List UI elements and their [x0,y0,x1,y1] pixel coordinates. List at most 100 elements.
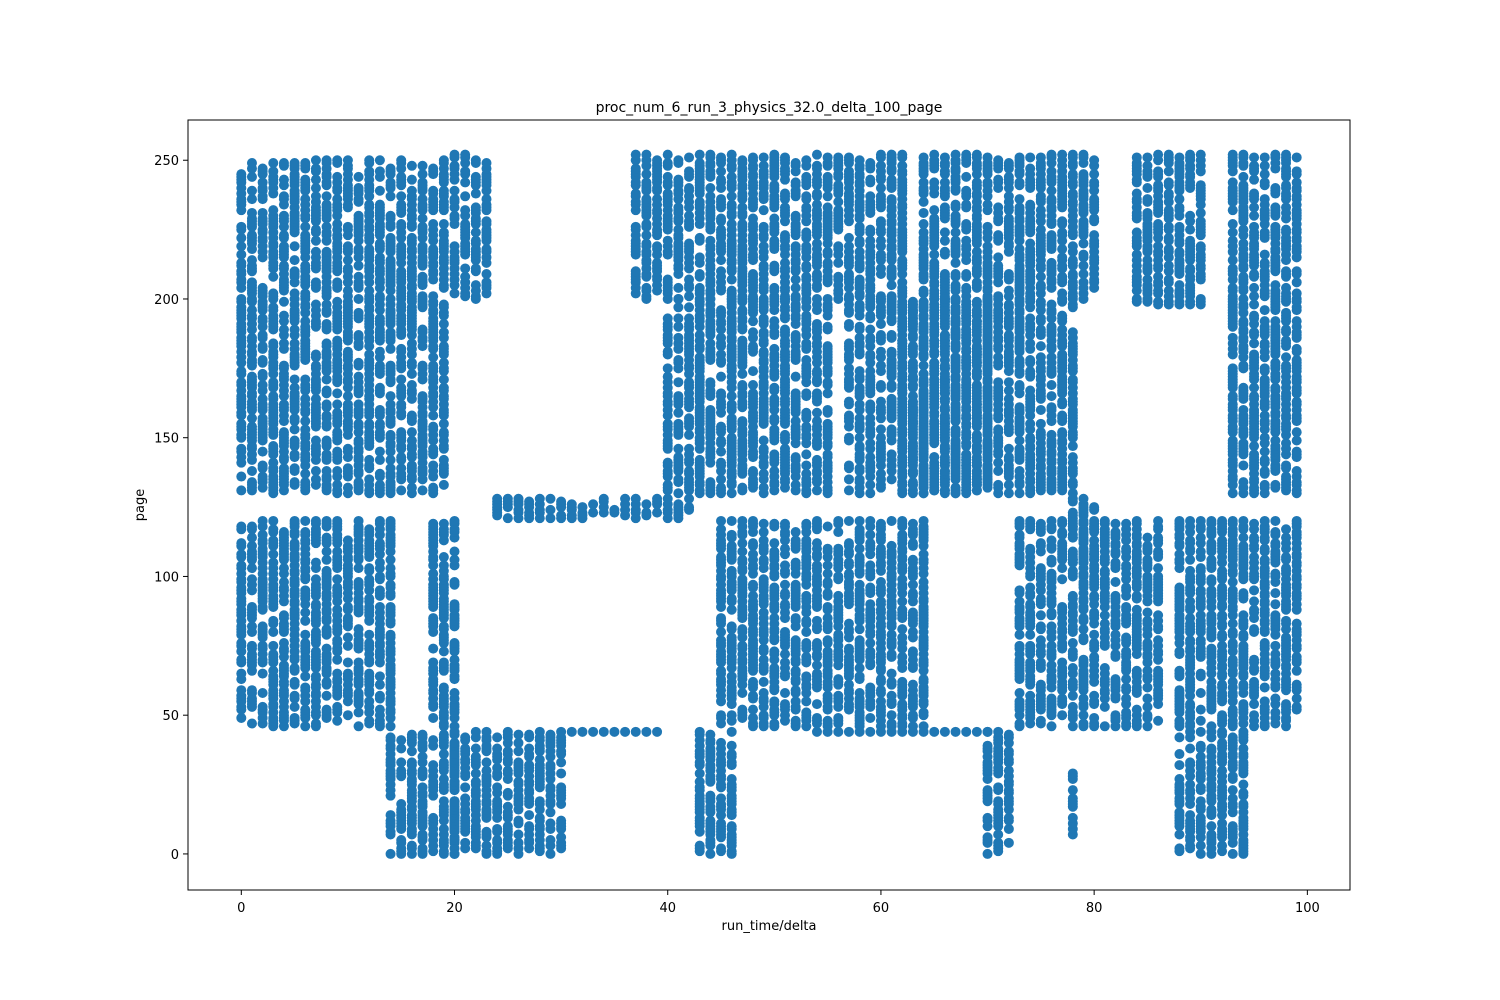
scatter-point [886,449,897,460]
scatter-point [748,327,759,338]
scatter-point [630,726,641,737]
scatter-point [321,374,332,385]
scatter-point [449,288,460,299]
scatter-point [438,796,449,807]
scatter-point [748,269,759,279]
scatter-point [385,343,396,354]
scatter-point [673,155,684,166]
scatter-point [246,601,257,612]
scatter-point [278,527,289,538]
scatter-point [502,726,513,737]
scatter-point [321,449,332,460]
scatter-point [353,399,364,410]
scatter-point [481,158,492,169]
scatter-point [779,579,790,590]
scatter-point [609,504,620,515]
scatter-point [428,410,439,421]
scatter-point [673,377,684,388]
scatter-point [289,435,300,446]
scatter-point [321,676,332,687]
scatter-point [886,149,897,160]
scatter-point [417,213,428,224]
scatter-point [374,446,385,457]
scatter-point [705,293,716,304]
scatter-point [449,638,460,649]
scatter-point [236,549,247,560]
scatter-point [694,269,705,279]
scatter-point [662,149,673,160]
scatter-point [385,554,396,565]
scatter-point [705,182,716,193]
scatter-point [332,277,343,288]
scatter-point [246,413,257,424]
scatter-point [545,835,556,846]
scatter-point [406,729,417,740]
scatter-point [332,466,343,477]
scatter-point [417,271,428,282]
scatter-point [374,538,385,549]
scatter-point [545,493,556,504]
scatter-point [875,424,886,435]
scatter-point [332,654,343,665]
scatter-point [694,293,705,304]
scatter-point [843,152,854,163]
scatter-point [438,382,449,393]
scatter-point [246,194,257,205]
scatter-point [875,149,886,160]
scatter-point [246,255,257,266]
scatter-point [406,427,417,438]
scatter-point [396,485,407,496]
scatter-point [300,174,311,185]
scatter-point [556,782,567,793]
scatter-point [289,413,300,424]
scatter-point [694,252,705,263]
scatter-point [417,485,428,496]
scatter-point [278,427,289,438]
scatter-point [364,696,375,707]
scatter-point [513,829,524,840]
scatter-point [321,565,332,576]
scatter-point [385,563,396,574]
scatter-point [769,538,780,549]
scatter-point [246,171,257,182]
scatter-point [246,640,257,651]
scatter-point [332,715,343,726]
scatter-point [758,152,769,163]
scatter-point [385,255,396,266]
scatter-point [875,293,886,304]
scatter-point [790,452,801,463]
scatter-point [321,318,332,329]
scatter-point [332,635,343,646]
scatter-point [268,441,279,452]
scatter-point [769,316,780,327]
scatter-point [236,485,247,496]
scatter-point [865,174,876,185]
scatter-point [289,424,300,435]
scatter-point [438,454,449,465]
scatter-point [310,360,321,371]
scatter-point [460,191,471,202]
scatter-point [470,768,481,779]
scatter-point [662,171,673,182]
scatter-point [278,260,289,271]
scatter-point [246,230,257,241]
scatter-point [374,238,385,249]
scatter-point [492,835,503,846]
scatter-point [684,182,695,193]
scatter-point [385,232,396,243]
scatter-point [278,158,289,169]
scatter-point [630,221,641,232]
scatter-point [374,454,385,465]
scatter-point [353,271,364,282]
scatter-point [460,837,471,848]
scatter-point [449,749,460,760]
scatter-point [406,185,417,196]
scatter-point [438,621,449,632]
scatter-point [406,410,417,421]
scatter-point [737,379,748,390]
scatter-point [289,676,300,687]
scatter-point [769,149,780,160]
scatter-point [769,293,780,304]
scatter-point [406,840,417,851]
scatter-point [268,640,279,651]
